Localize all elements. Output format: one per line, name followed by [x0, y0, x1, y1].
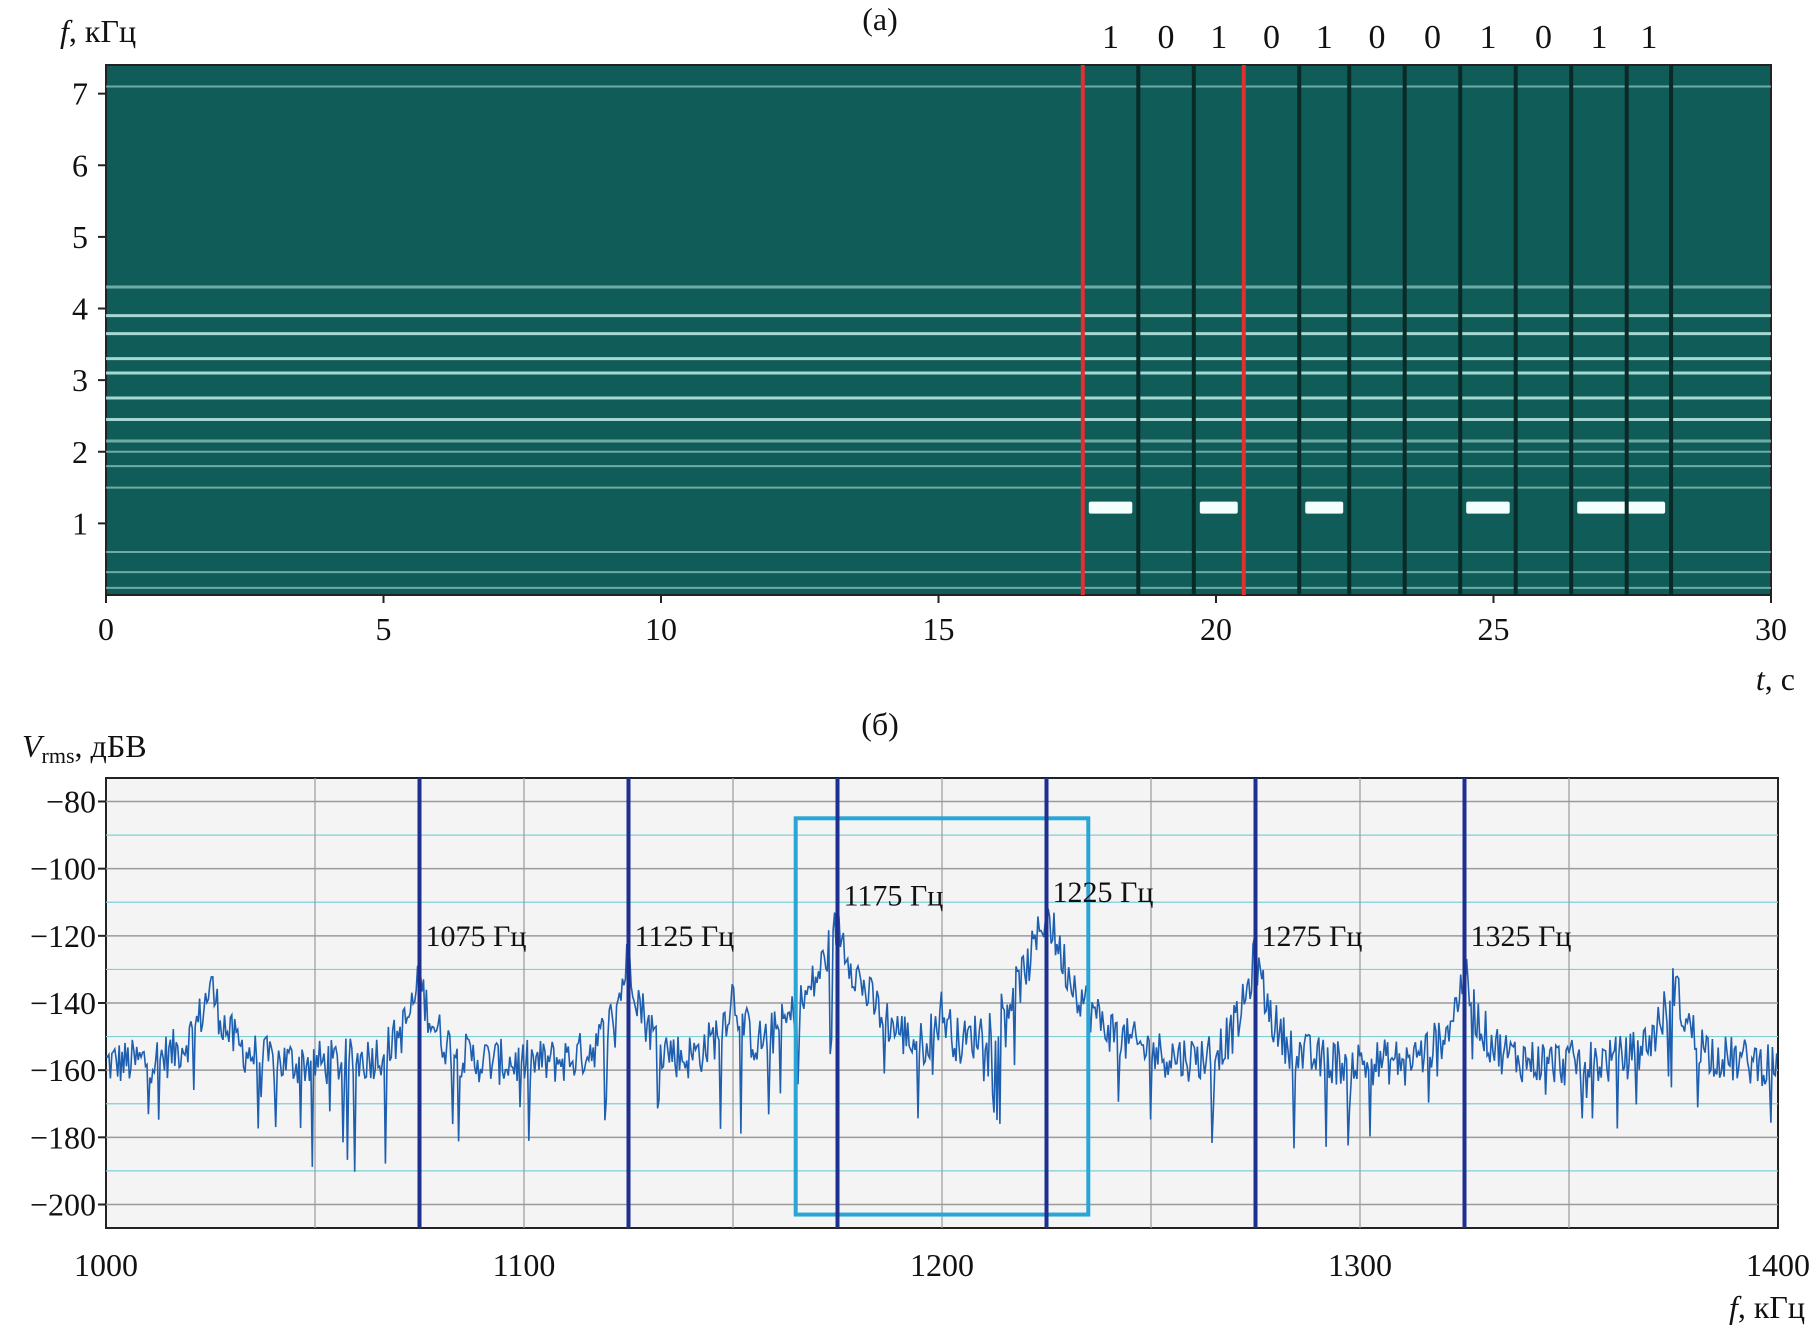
tone-segment — [1305, 501, 1344, 514]
bit-label: 1 — [1102, 19, 1119, 56]
bit-label: 0 — [1263, 19, 1280, 56]
bit-label: 1 — [1316, 19, 1333, 56]
spectrogram-background — [105, 64, 1772, 596]
panel-b-ylabel-sub: rms — [42, 743, 75, 768]
panel-b-xlabel: f, кГц — [1729, 1289, 1805, 1325]
x-tick-label: 1300 — [1328, 1247, 1392, 1283]
x-tick-label: 0 — [98, 611, 114, 647]
x-tick-label: 30 — [1755, 611, 1787, 647]
panel-b-ylabel-var: V — [22, 728, 45, 764]
bit-label: 1 — [1479, 19, 1496, 56]
panel-a-title: (а) — [862, 1, 898, 37]
y-tick-label: −120 — [30, 918, 96, 954]
x-tick-label: 25 — [1478, 611, 1510, 647]
y-tick-label: −160 — [30, 1052, 96, 1088]
x-tick-label: 1000 — [74, 1247, 138, 1283]
tone-segment — [1577, 501, 1666, 514]
x-tick-label: 10 — [645, 611, 677, 647]
tone-segment — [1088, 501, 1133, 514]
y-tick-label: 6 — [72, 147, 88, 183]
tone-segment — [1466, 501, 1510, 514]
bit-label: 0 — [1424, 19, 1441, 56]
x-tick-label: 5 — [376, 611, 392, 647]
x-tick-label: 1200 — [910, 1247, 974, 1283]
spectrum-panel: (б) Vrms, дБВ f, кГц 1075 Гц 1125 Гц 1175 … — [22, 706, 1810, 1325]
y-tick-label: 3 — [72, 362, 88, 398]
panel-a-ylabel-unit: , кГц — [69, 13, 136, 49]
panel-b-y-ticks: −80 −100 −120 −140 −160 −180 −200 — [30, 784, 106, 1222]
panel-a-y-ticks: 1 2 3 4 5 6 7 — [72, 76, 106, 541]
frequency-marker-label: 1075 Гц — [426, 920, 527, 953]
bit-label: 0 — [1158, 19, 1175, 56]
highlight-box — [793, 816, 1091, 1217]
frequency-markers: 1075 Гц 1125 Гц 1175 Гц 1225 Гц 1275 Гц 1325 … — [417, 778, 1572, 1228]
bit-label: 1 — [1590, 19, 1607, 56]
y-tick-label: 1 — [72, 505, 88, 541]
x-tick-label: 15 — [923, 611, 955, 647]
y-tick-label: 5 — [72, 219, 88, 255]
y-tick-label: −100 — [30, 851, 96, 887]
x-tick-label: 1100 — [493, 1247, 556, 1283]
bit-label: 0 — [1535, 19, 1552, 56]
y-tick-label: −180 — [30, 1119, 96, 1155]
frequency-marker-label: 1225 Гц — [1053, 876, 1154, 909]
y-tick-label: −80 — [46, 784, 96, 820]
tone-segments — [1088, 501, 1666, 514]
y-tick-label: −200 — [30, 1186, 96, 1222]
panel-b-x-ticks: 1000 1100 1200 1300 1400 — [74, 1247, 1810, 1283]
panel-b-ylabel-unit: , дБВ — [75, 728, 147, 764]
panel-b-title: (б) — [861, 706, 899, 742]
highlight-rectangle — [793, 816, 1091, 1217]
frequency-marker-label: 1125 Гц — [635, 920, 735, 953]
panel-a-xlabel: t, с — [1756, 661, 1795, 697]
y-tick-label: −140 — [30, 985, 96, 1021]
y-tick-label: 4 — [72, 291, 88, 327]
panel-a-xlabel-var: t — [1756, 661, 1766, 697]
spectrum-line — [105, 903, 1778, 1172]
bit-label: 1 — [1210, 19, 1227, 56]
frequency-marker-label: 1325 Гц — [1471, 920, 1572, 953]
bit-boundaries — [1080, 65, 1674, 595]
x-tick-label: 20 — [1200, 611, 1232, 647]
panel-a-xlabel-unit: , с — [1765, 661, 1795, 697]
x-tick-label: 1400 — [1746, 1247, 1810, 1283]
panel-b-xlabel-unit: , кГц — [1738, 1289, 1805, 1325]
spectral-lines — [106, 85, 1771, 589]
spectrum-series — [105, 903, 1778, 1172]
bit-label: 0 — [1368, 19, 1385, 56]
panel-b-ylabel: Vrms, дБВ — [22, 728, 147, 768]
tone-segment — [1199, 501, 1238, 514]
y-tick-label: 7 — [72, 76, 88, 112]
frequency-marker-label: 1175 Гц — [844, 880, 944, 913]
frequency-marker-label: 1275 Гц — [1262, 920, 1363, 953]
panel-a-ylabel: f, кГц — [60, 13, 136, 49]
bit-label: 1 — [1640, 19, 1657, 56]
panel-a-x-ticks: 0 5 10 15 20 25 30 — [98, 595, 1787, 647]
y-tick-label: 2 — [72, 434, 88, 470]
